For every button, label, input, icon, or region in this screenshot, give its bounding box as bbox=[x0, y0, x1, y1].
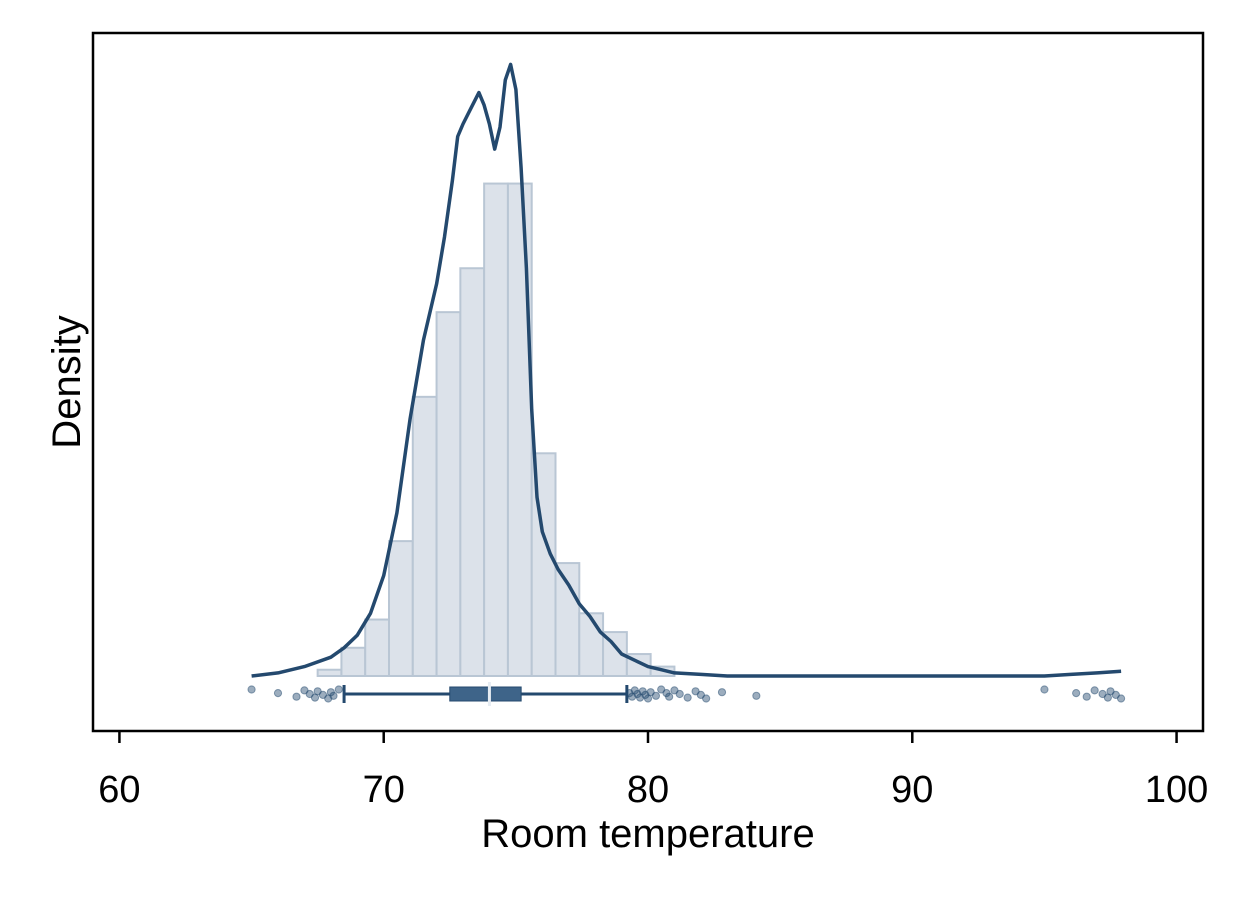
histogram-bar bbox=[316, 668, 343, 677]
outlier-point bbox=[717, 688, 727, 697]
outlier-point bbox=[292, 692, 301, 701]
outlier-point bbox=[273, 689, 283, 698]
histogram-bar bbox=[506, 182, 533, 677]
outlier-point bbox=[334, 685, 343, 694]
outlier-point bbox=[1090, 686, 1099, 695]
histogram-bar bbox=[483, 182, 509, 677]
histogram-bar bbox=[411, 395, 438, 677]
x-tick-label: 90 bbox=[891, 769, 933, 811]
outlier-point bbox=[675, 689, 684, 699]
histogram-bar bbox=[340, 646, 367, 678]
histogram-bar bbox=[435, 311, 462, 677]
boxplot-box bbox=[449, 686, 522, 702]
x-axis-label: Room temperature bbox=[481, 812, 814, 856]
outlier-point bbox=[1072, 689, 1081, 698]
x-tick-label: 100 bbox=[1145, 769, 1208, 811]
outlier-point bbox=[329, 691, 338, 700]
y-axis-label: Density bbox=[45, 315, 89, 448]
outlier-point bbox=[247, 685, 256, 694]
density-curve bbox=[251, 62, 1122, 678]
x-axis-ticks: 60 70 80 90 100 bbox=[98, 731, 1208, 811]
histogram-bar bbox=[459, 267, 486, 677]
x-tick-label: 70 bbox=[363, 769, 405, 811]
plot-background bbox=[93, 33, 1203, 731]
boxplot bbox=[342, 682, 629, 706]
outlier-point bbox=[1116, 694, 1126, 703]
x-tick-label: 60 bbox=[98, 769, 140, 811]
x-tick-label: 80 bbox=[627, 769, 669, 811]
histogram-bars bbox=[316, 182, 676, 678]
outlier-point bbox=[665, 692, 674, 701]
outlier-point bbox=[1082, 692, 1091, 701]
outlier-point bbox=[1040, 685, 1049, 694]
outlier-point bbox=[752, 691, 761, 700]
outlier-point bbox=[651, 691, 661, 700]
histogram-bar bbox=[578, 612, 605, 678]
outlier-point bbox=[702, 694, 711, 703]
outlier-point bbox=[683, 693, 692, 702]
outlier-points bbox=[247, 685, 1126, 703]
histogram-bar bbox=[364, 618, 391, 677]
histogram-bar bbox=[388, 540, 414, 677]
